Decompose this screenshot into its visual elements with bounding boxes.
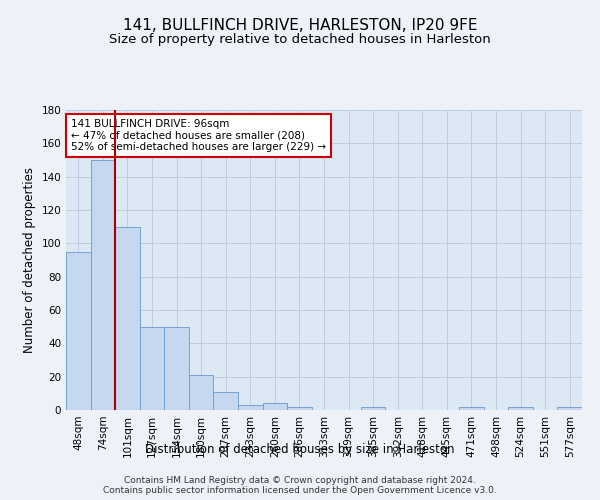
Text: Size of property relative to detached houses in Harleston: Size of property relative to detached ho…: [109, 32, 491, 46]
Bar: [238, 405, 263, 410]
Bar: [91, 160, 115, 410]
Text: 141, BULLFINCH DRIVE, HARLESTON, IP20 9FE: 141, BULLFINCH DRIVE, HARLESTON, IP20 9F…: [123, 18, 477, 32]
Bar: [189, 375, 214, 410]
Text: Contains HM Land Registry data © Crown copyright and database right 2024.
Contai: Contains HM Land Registry data © Crown c…: [103, 476, 497, 495]
Bar: [140, 326, 164, 410]
Bar: [214, 392, 238, 410]
Bar: [263, 404, 287, 410]
Bar: [508, 406, 533, 410]
Text: Distribution of detached houses by size in Harleston: Distribution of detached houses by size …: [145, 442, 455, 456]
Bar: [361, 406, 385, 410]
Bar: [287, 406, 312, 410]
Bar: [459, 406, 484, 410]
Bar: [557, 406, 582, 410]
Bar: [164, 326, 189, 410]
Bar: [66, 252, 91, 410]
Bar: [115, 226, 140, 410]
Text: 141 BULLFINCH DRIVE: 96sqm
← 47% of detached houses are smaller (208)
52% of sem: 141 BULLFINCH DRIVE: 96sqm ← 47% of deta…: [71, 119, 326, 152]
Y-axis label: Number of detached properties: Number of detached properties: [23, 167, 36, 353]
